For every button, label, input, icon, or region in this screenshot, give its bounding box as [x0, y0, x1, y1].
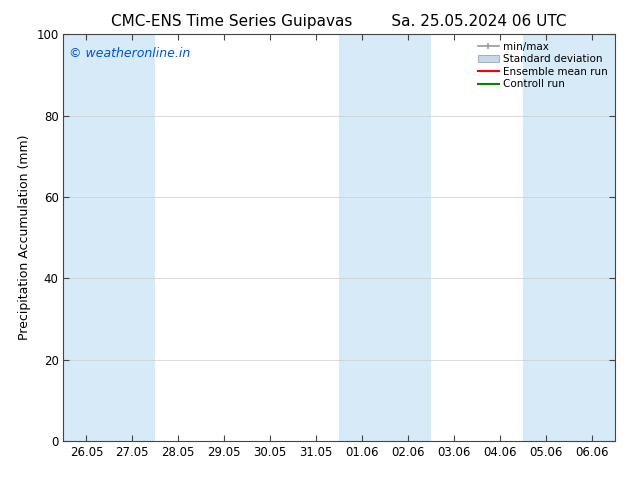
Bar	[63, 34, 155, 441]
Y-axis label: Precipitation Accumulation (mm): Precipitation Accumulation (mm)	[18, 135, 30, 341]
Bar	[339, 34, 431, 441]
Legend: min/max, Standard deviation, Ensemble mean run, Controll run: min/max, Standard deviation, Ensemble me…	[475, 39, 611, 93]
Bar	[523, 34, 615, 441]
Title: CMC-ENS Time Series Guipavas        Sa. 25.05.2024 06 UTC: CMC-ENS Time Series Guipavas Sa. 25.05.2…	[112, 14, 567, 29]
Text: © weatheronline.in: © weatheronline.in	[69, 47, 190, 59]
